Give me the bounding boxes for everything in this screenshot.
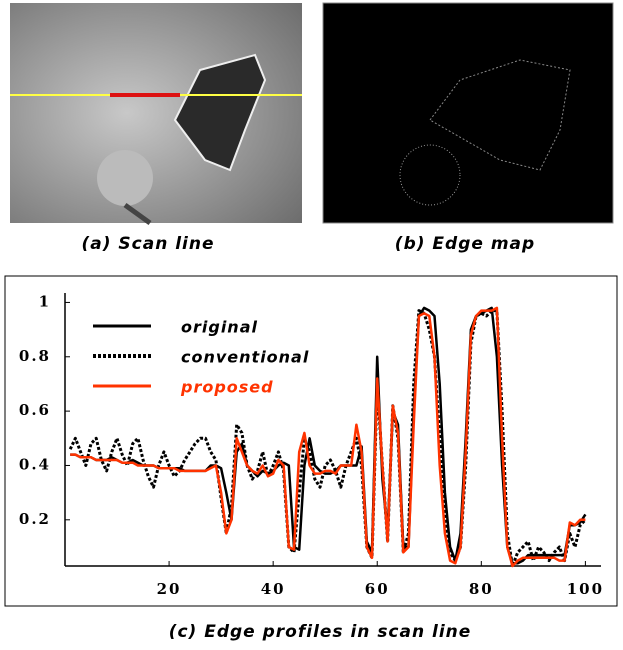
series-line — [70, 306, 587, 565]
y-tick-label: 1 — [39, 292, 51, 310]
scan-line-image — [10, 3, 302, 226]
x-tick-label: 40 — [261, 580, 286, 598]
edge-map-image — [322, 2, 614, 224]
legend-label: original — [181, 318, 258, 337]
series-line — [70, 306, 586, 568]
y-tick-label: 0.8 — [19, 347, 51, 365]
caption-c: (c) Edge profiles in scan line — [169, 622, 472, 642]
chart-frame — [4, 275, 618, 607]
y-tick-label: 0.4 — [19, 455, 51, 473]
series-line — [68, 309, 587, 568]
x-tick-label: 100 — [567, 580, 604, 598]
x-tick-label: 20 — [157, 580, 182, 598]
legend-label: conventional — [181, 348, 309, 367]
x-tick-label: 80 — [469, 580, 494, 598]
legend-label: proposed — [180, 378, 274, 397]
caption-a: (a) Scan line — [81, 234, 214, 254]
y-tick-label: 0.6 — [19, 401, 51, 419]
y-tick-label: 0.2 — [19, 510, 51, 528]
x-tick-label: 60 — [365, 580, 390, 598]
caption-b: (b) Edge map — [395, 234, 535, 254]
